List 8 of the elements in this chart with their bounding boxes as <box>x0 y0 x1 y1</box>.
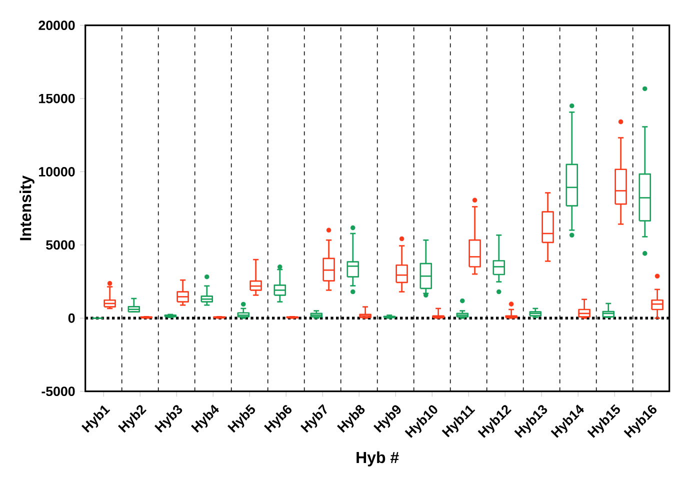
y-axis-title: Intensity <box>19 176 34 240</box>
y-tick-label: -5000 <box>42 386 75 396</box>
y-tick-label: 15000 <box>39 94 75 104</box>
y-tick-label: 5000 <box>46 240 75 250</box>
y-tick-label: 10000 <box>39 167 75 176</box>
y-tick-label: 0 <box>68 313 75 323</box>
y-tick-label: 20000 <box>38 20 75 30</box>
x-axis-title: Hyb # <box>356 451 399 466</box>
